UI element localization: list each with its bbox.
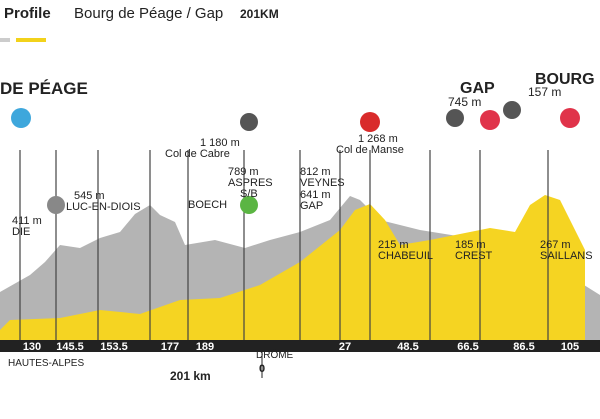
place-name: DE PÉAGE (0, 79, 88, 98)
town-name: ASPRES (228, 177, 273, 189)
title-underline (16, 38, 46, 42)
km-label: 153.5 (100, 341, 128, 353)
climb-icon (240, 113, 258, 131)
km-label: 48.5 (397, 341, 418, 353)
town-name: LUC-EN-DIOIS (66, 201, 141, 213)
town-altitude: 215 m (378, 239, 409, 251)
place-name: BOURG (535, 71, 595, 88)
sprint-icon (240, 196, 258, 214)
km-label: 105 (561, 341, 579, 353)
town-altitude: 185 m (455, 239, 486, 251)
header-title: Profile (4, 5, 51, 22)
climb-altitude: 1 268 m (358, 133, 398, 145)
km-label: 66.5 (457, 341, 478, 353)
climb-name: Col de Manse (336, 144, 404, 156)
km-label: 177 (161, 341, 179, 353)
climb-icon (47, 196, 65, 214)
town-altitude: 411 m (12, 215, 42, 227)
town-name: S/B (240, 188, 258, 200)
sprint-icon (560, 108, 580, 128)
altitude: 745 m (448, 95, 481, 109)
header-distance: 201KM (240, 7, 279, 21)
place-name: GAP (460, 80, 495, 97)
town-name: CHABEUIL (378, 250, 433, 262)
town-name: BOECH (188, 199, 227, 211)
town-name: DIE (12, 226, 30, 238)
km-label: 27 (339, 341, 351, 353)
town-altitude: 641 m (300, 189, 331, 201)
town-altitude: 812 m (300, 166, 331, 178)
climb-name: Col de Cabre (165, 148, 230, 160)
km-label: 145.5 (56, 341, 84, 353)
start-icon (11, 108, 31, 128)
km-label: 189 (196, 341, 214, 353)
zero-label: 0 (259, 363, 265, 375)
tab-marker (0, 38, 10, 42)
km-label: 130 (23, 341, 41, 353)
climb-altitude: 1 180 m (200, 137, 240, 149)
region-label: HAUTES-ALPES (8, 358, 84, 369)
total-distance: 201 km (170, 369, 211, 383)
altitude: 157 m (528, 85, 561, 99)
town-altitude: 267 m (540, 239, 571, 251)
town-name: GAP (300, 200, 323, 212)
climb-icon (360, 112, 380, 132)
header-route: Bourg de Péage / Gap (74, 5, 223, 22)
town-name: VEYNES (300, 177, 345, 189)
town-name: SAILLANS (540, 250, 593, 262)
sprint-icon (480, 110, 500, 130)
km-label: 86.5 (513, 341, 534, 353)
town-name: CREST (455, 250, 493, 262)
region-label: DRÔME (256, 348, 294, 361)
feed-icon (503, 101, 521, 119)
terrain-yellow (0, 195, 585, 340)
km-band (0, 340, 600, 352)
finish-icon (446, 109, 464, 127)
town-altitude: 789 m (228, 166, 259, 178)
town-altitude: 545 m (74, 190, 105, 202)
